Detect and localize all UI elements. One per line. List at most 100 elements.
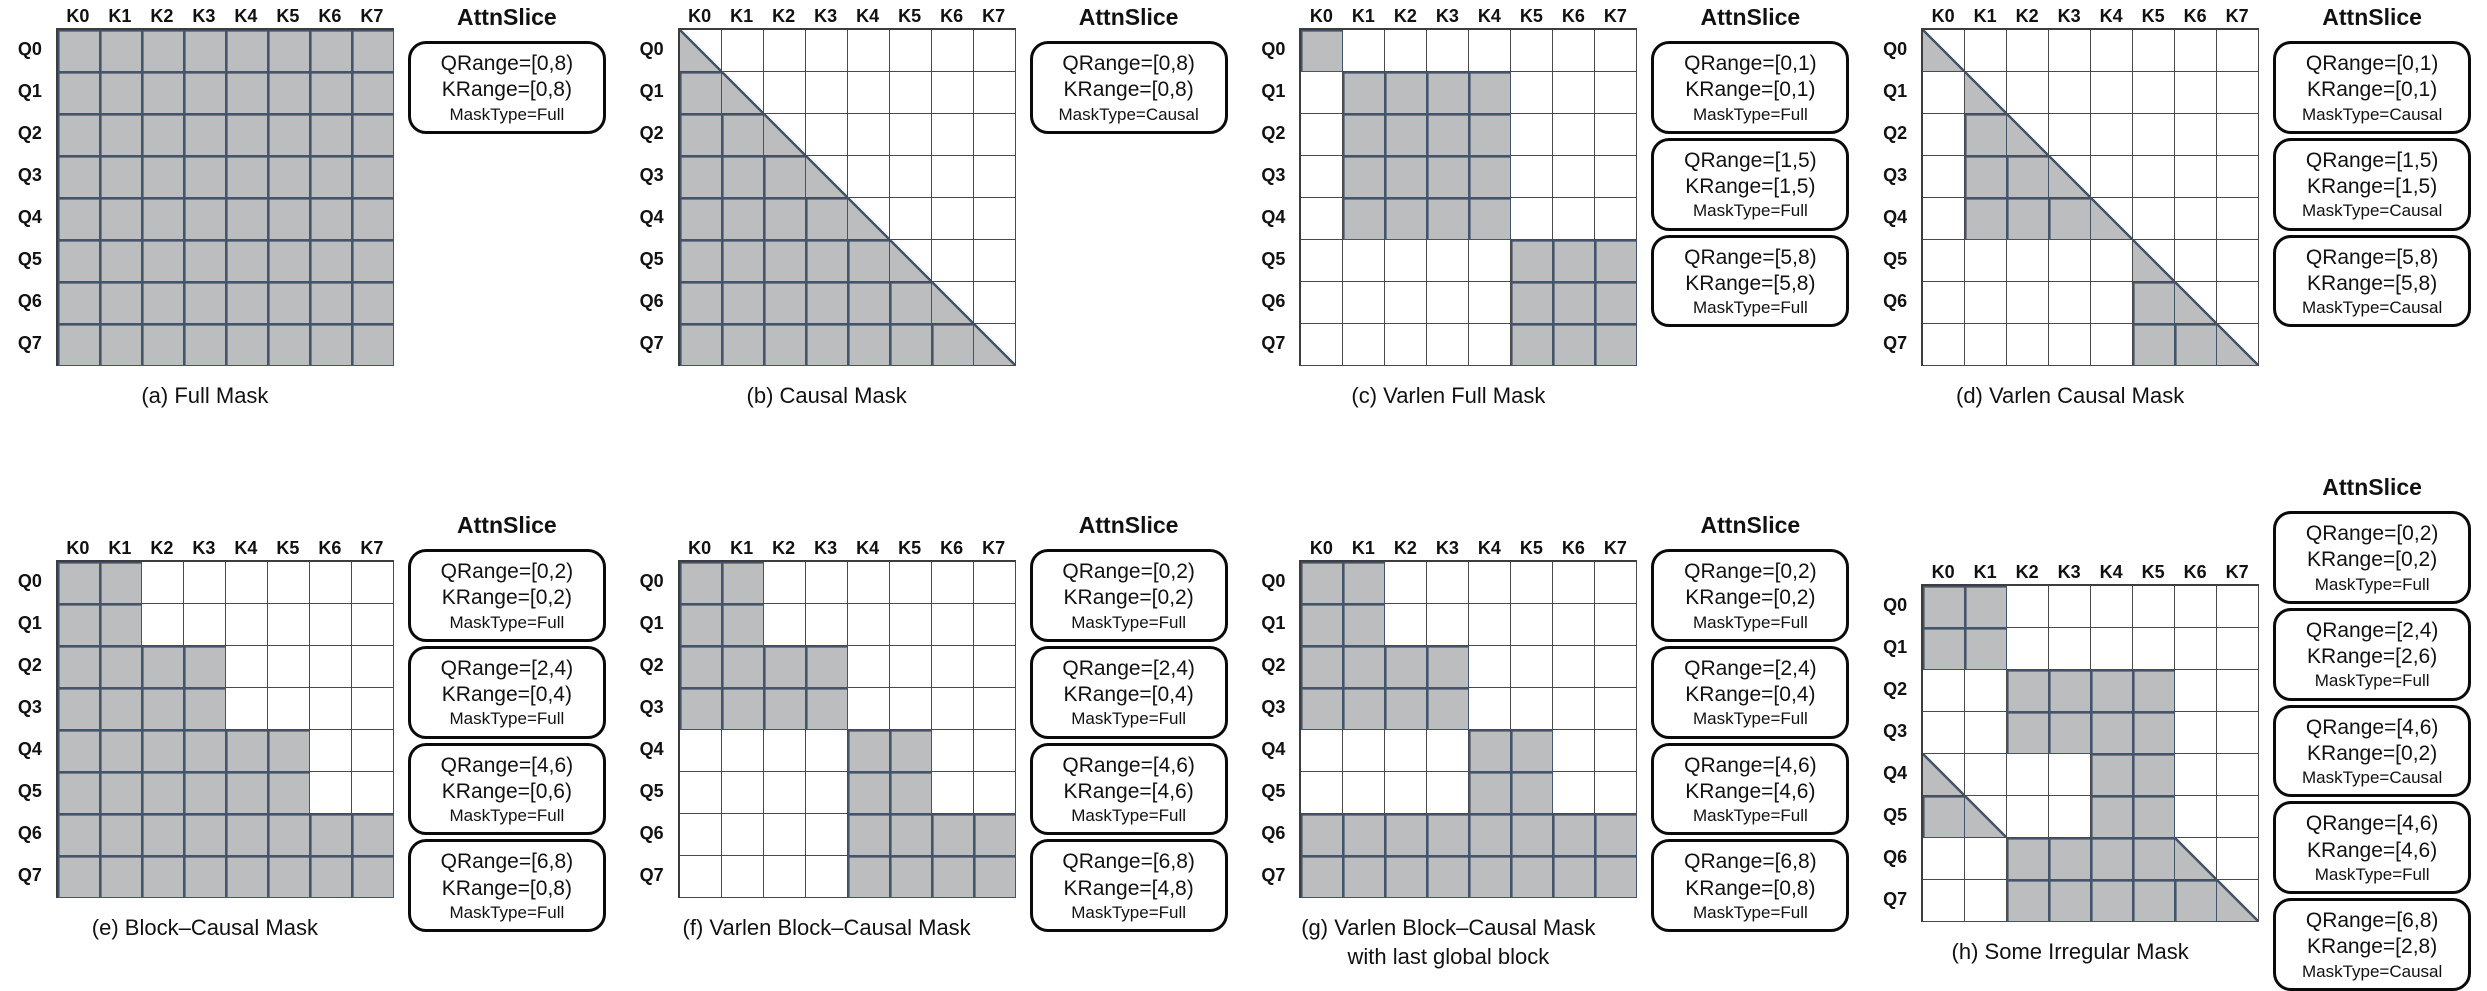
mask-cell — [57, 30, 100, 72]
q-label: Q0 — [1261, 570, 1286, 591]
mask-cell — [2217, 324, 2260, 366]
mask-cell — [2175, 324, 2218, 366]
k-label: K2 — [772, 538, 796, 558]
qrange-text: QRange=[0,2) — [440, 560, 574, 583]
k-label-row: K0 K1 K2 K3 K4 K5 K6 K7 — [1922, 4, 2258, 28]
mask-cell — [267, 856, 310, 898]
mask-cell — [763, 114, 806, 156]
mask-cell — [99, 324, 142, 366]
mask-cell — [679, 198, 722, 240]
k-label: K1 — [1973, 562, 1997, 582]
mask-cell — [2217, 796, 2260, 838]
attn-slice-column: AttnSlice QRange=[0,1) KRange=[0,1) Mask… — [1651, 4, 1850, 470]
q-label: Q3 — [1883, 720, 1908, 741]
mask-cell — [1511, 324, 1554, 366]
masktype-text: MaskType=Full — [1692, 201, 1808, 221]
q-label: Q2 — [1883, 122, 1908, 143]
mask-cell — [763, 324, 806, 366]
mask-cell — [267, 562, 310, 604]
mask-cell — [847, 688, 890, 730]
grid-wrap: Q0 Q1 Q2 Q3 Q4 Q5 Q6 Q7 — [638, 560, 1016, 898]
q-label: Q5 — [1883, 804, 1908, 825]
mask-cell — [1301, 72, 1344, 114]
mask-cell — [763, 772, 806, 814]
mask-cell — [1553, 30, 1596, 72]
mask-cell — [1965, 156, 2008, 198]
mask-cell — [57, 772, 100, 814]
qrange-text: QRange=[5,8) — [2305, 245, 2439, 269]
mask-cell — [57, 814, 100, 856]
q-label: Q6 — [1261, 290, 1286, 311]
mask-cell — [1511, 30, 1554, 72]
mask-cell — [2091, 712, 2134, 754]
masktype-text: MaskType=Full — [449, 104, 565, 124]
mask-cell — [1301, 856, 1344, 898]
mask-cell — [847, 604, 890, 646]
mask-cell — [2007, 114, 2050, 156]
krange-text: KRange=[0,4) — [1063, 683, 1194, 706]
mask-cell — [721, 30, 764, 72]
mask-cell — [721, 730, 764, 772]
qrange-text: QRange=[0,8) — [440, 52, 574, 75]
masktype-text: MaskType=Full — [1071, 709, 1187, 729]
mask-cell — [1511, 730, 1554, 772]
k-label: K7 — [360, 538, 384, 558]
mask-cell — [847, 114, 890, 156]
mask-cell — [973, 324, 1016, 366]
mask-cell — [931, 688, 974, 730]
mask-cell — [183, 72, 226, 114]
mask-cell — [1923, 114, 1966, 156]
krange-text: KRange=[0,8) — [1685, 876, 1816, 900]
k-label: K0 — [688, 6, 712, 26]
mask-cell — [973, 688, 1016, 730]
mask-cell — [183, 282, 226, 324]
mask-cell — [57, 730, 100, 772]
mask-cell — [847, 562, 890, 604]
attn-slice-box: QRange=[0,1) KRange=[0,1) MaskType=Causa… — [2273, 41, 2472, 134]
panel-g: K0 K1 K2 K3 K4 K5 K6 K7 Q0 Q1 Q2 Q3 Q4 Q5 Q6 Q7 (g) Va… — [1244, 470, 1866, 973]
mask-cell — [721, 814, 764, 856]
panel-caption: (d) Varlen Causal Mask — [1956, 382, 2184, 411]
mask-cell — [2175, 880, 2218, 922]
q-label: Q6 — [1261, 822, 1286, 843]
mask-cell — [141, 604, 184, 646]
mask-cell — [1595, 30, 1638, 72]
mask-cell — [1511, 856, 1554, 898]
caption-line: (e) Block–Causal Mask — [91, 915, 318, 940]
mask-cell — [847, 814, 890, 856]
mask-cell — [763, 856, 806, 898]
attn-slice-box: QRange=[5,8) KRange=[5,8) MaskType=Full — [1651, 234, 1850, 328]
mask-cell — [2175, 712, 2218, 754]
mask-cell — [2007, 156, 2050, 198]
mask-cell — [1965, 754, 2008, 796]
grid-wrap: Q0 Q1 Q2 Q3 Q4 Q5 Q6 Q7 — [1259, 28, 1638, 366]
mask-cell — [847, 646, 890, 688]
mask-cell — [1923, 838, 1966, 880]
mask-cell — [351, 688, 394, 730]
qrange-text: QRange=[6,8) — [1062, 850, 1195, 874]
mask-cell — [1595, 772, 1638, 814]
k-label: K5 — [1519, 538, 1543, 558]
attn-slice-title: AttnSlice — [1700, 4, 1801, 30]
mask-grid-area: K0 K1 K2 K3 K4 K5 K6 K7 Q0 Q1 Q2 Q3 Q4 Q5 Q6 Q7 (f) Va… — [638, 536, 1016, 973]
krange-text: KRange=[0,2) — [1685, 586, 1816, 610]
q-label: Q1 — [17, 612, 42, 633]
mask-cell — [805, 814, 848, 856]
mask-cell — [763, 30, 806, 72]
mask-cell — [1923, 754, 1966, 796]
attn-slice-box: QRange=[2,4) KRange=[0,4) MaskType=Full — [1651, 645, 1850, 739]
k-label-row: K0 K1 K2 K3 K4 K5 K6 K7 — [57, 4, 393, 28]
attn-slice-title: AttnSlice — [457, 512, 557, 538]
mask-cell — [1923, 240, 1966, 282]
mask-cell — [1965, 670, 2008, 712]
mask-cell — [889, 646, 932, 688]
q-label: Q0 — [1883, 38, 1908, 59]
mask-cell — [2007, 670, 2050, 712]
mask-cell — [1595, 814, 1638, 856]
q-label: Q4 — [1883, 762, 1908, 783]
mask-cell — [1469, 156, 1512, 198]
caption-line: (f) Varlen Block–Causal Mask — [682, 915, 971, 940]
mask-cell — [679, 282, 722, 324]
mask-cell — [1595, 604, 1638, 646]
krange-text: KRange=[5,8) — [1685, 271, 1816, 295]
